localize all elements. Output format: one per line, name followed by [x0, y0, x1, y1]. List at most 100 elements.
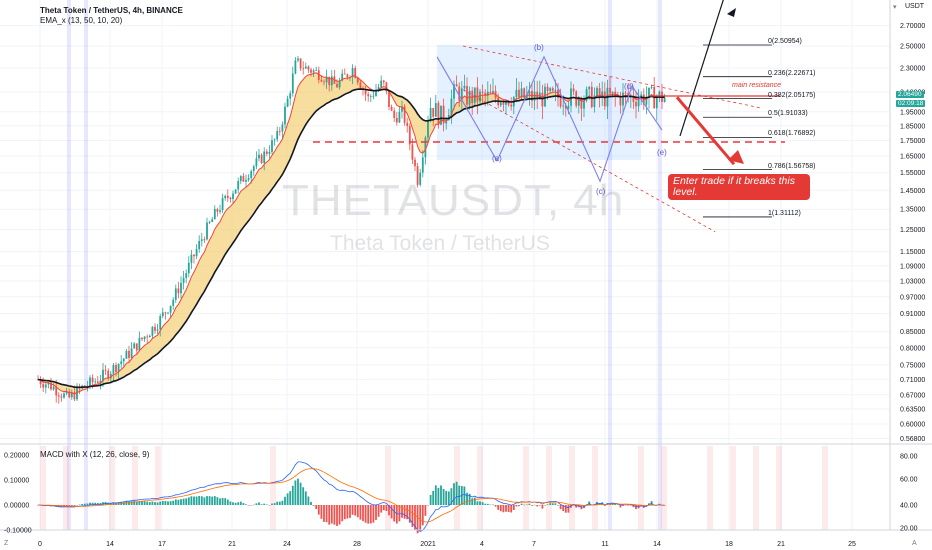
x-tick-label: 24: [283, 541, 291, 548]
channel-bottom-line: [462, 89, 716, 233]
candle-body: [39, 379, 42, 385]
macd-hist-bar: [200, 496, 203, 505]
candle-body: [593, 95, 596, 108]
x-tick-label: 11: [601, 541, 608, 548]
candle-body: [450, 98, 453, 115]
y-tick-label: 0.97000: [900, 294, 925, 301]
macd-hist-bar: [161, 500, 164, 505]
candle-body: [507, 100, 510, 105]
bar-timer-tag: 02:09:18: [896, 100, 926, 107]
candle-body: [117, 364, 120, 373]
macd-hist-bar: [349, 505, 351, 518]
macd-hist-bar: [203, 497, 206, 505]
zoom-icon[interactable]: Z: [4, 540, 9, 547]
y-tick-label: 1.25000: [900, 227, 925, 234]
macd-hist-bar: [302, 487, 305, 505]
candle-body: [50, 382, 52, 390]
macd-hist-bar: [406, 505, 409, 520]
y-tick-label: 0.91000: [900, 311, 925, 318]
candle-body: [60, 396, 63, 398]
candle-body: [273, 139, 276, 141]
macd-hist-bar: [380, 505, 383, 513]
macd-hist-bar: [440, 485, 442, 505]
macd-hist-bar: [354, 505, 357, 516]
candle-body: [611, 91, 614, 94]
macd-hist-bar: [442, 488, 445, 505]
macd-hist-bar: [284, 496, 286, 505]
candle-body: [408, 126, 411, 145]
candle-body: [91, 377, 94, 383]
candle-body: [380, 80, 383, 88]
macd-hist-bar: [479, 501, 481, 505]
macd-hist-bar: [133, 500, 136, 505]
candle-body: [185, 273, 188, 279]
macd-hist-bar: [89, 502, 91, 505]
auto-scale-button[interactable]: A: [912, 540, 917, 547]
x-tick-label: 28: [353, 541, 361, 548]
candle-body: [169, 305, 172, 313]
candle-body: [341, 73, 344, 81]
channel-top-line: [462, 45, 761, 109]
macd-hist-bar: [297, 478, 299, 505]
wave-c-label: (c): [596, 187, 606, 196]
macd-line: [37, 461, 665, 532]
candle-body: [187, 262, 190, 274]
candle-body: [294, 60, 297, 74]
candle-body: [76, 386, 78, 400]
macd-hist-bar: [328, 505, 331, 525]
currency-dropdown-icon[interactable]: ▾: [893, 4, 897, 11]
macd-hist-bar: [512, 505, 515, 511]
macd-band: [477, 446, 483, 530]
candle-body: [502, 103, 505, 105]
currency-label[interactable]: USDT: [905, 3, 925, 10]
macd-hist-bar: [190, 496, 193, 505]
candle-body: [476, 87, 479, 102]
macd-hist-bar: [567, 505, 570, 513]
candle-body: [200, 239, 203, 241]
macd-hist-bar: [273, 503, 276, 505]
macd-hist-bar: [544, 505, 546, 506]
macd-hist-bar: [307, 496, 310, 505]
macd-hist-bar: [499, 505, 502, 512]
macd-band: [661, 446, 667, 530]
candle-body: [416, 166, 419, 185]
macd-hist-bar: [424, 505, 427, 516]
candle-body: [138, 337, 141, 351]
candle-body: [577, 99, 580, 106]
macd-tick-label: -0.10000: [4, 528, 32, 535]
macd-band: [132, 446, 138, 530]
candle-body: [320, 79, 323, 82]
candle-body: [130, 348, 133, 358]
candle-body: [161, 312, 164, 317]
candle-body: [585, 89, 588, 101]
macd-band: [270, 446, 276, 530]
candle-body: [216, 209, 219, 212]
macd-hist-bar: [76, 505, 78, 506]
candle-body: [195, 249, 198, 257]
x-tick-label: 7: [532, 541, 536, 548]
macd-hist-bar: [333, 505, 336, 525]
candle-body: [232, 193, 234, 200]
candle-body: [554, 89, 557, 91]
candle-body: [330, 76, 333, 86]
macd-hist-bar: [182, 498, 185, 505]
candle-body: [247, 178, 250, 180]
macd-hist-bar: [635, 505, 637, 510]
macd-hist-bar: [278, 501, 281, 505]
y-tick-label: 0.80000: [900, 345, 925, 352]
candle-body: [234, 189, 237, 194]
macd-hist-bar: [268, 505, 271, 506]
candle-body: [42, 384, 45, 388]
macd-hist-bar: [414, 505, 416, 530]
macd-hist-bar: [185, 498, 188, 505]
candle-body: [102, 369, 104, 381]
candle-body: [385, 82, 388, 92]
macd-hist-bar: [271, 503, 273, 505]
candle-body: [258, 154, 260, 159]
candle-body: [57, 395, 60, 397]
y-tick-label: 2.70000: [900, 23, 925, 30]
wave-path: [436, 55, 663, 183]
macd-hist-bar: [245, 504, 247, 505]
x-tick-label: 21: [777, 541, 785, 548]
